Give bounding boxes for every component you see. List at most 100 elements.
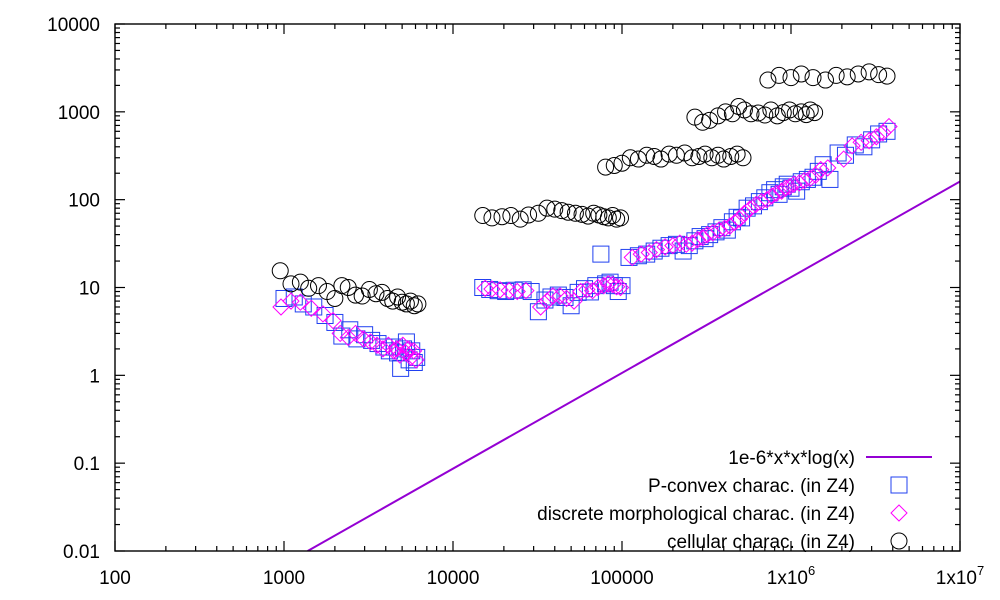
cellular-marker — [483, 209, 501, 227]
y-tick-label: 1 — [89, 366, 100, 387]
p-convex-marker — [505, 281, 523, 299]
cellular-marker — [860, 63, 878, 81]
morphological-marker — [476, 279, 494, 297]
cellular-marker — [573, 205, 591, 223]
morphological-marker — [324, 311, 342, 330]
cellular-marker — [566, 204, 584, 222]
cellular-marker — [605, 156, 623, 174]
cellular-marker — [405, 297, 423, 315]
cellular-marker — [749, 104, 767, 122]
morphological-marker — [632, 245, 650, 263]
p-convex-marker — [821, 170, 839, 188]
cellular-marker — [291, 273, 309, 291]
p-convex-marker — [405, 353, 423, 371]
morphological-marker — [538, 292, 556, 310]
morphological-marker — [772, 182, 791, 200]
morphological-marker — [647, 240, 666, 259]
morphological-marker — [578, 280, 596, 299]
cellular-marker — [722, 148, 740, 166]
morphological-marker — [671, 234, 689, 252]
cellular-marker — [849, 65, 867, 83]
cellular-marker — [792, 65, 810, 83]
morphological-marker — [508, 282, 526, 301]
cellular-marker — [384, 292, 402, 310]
cellular-marker — [838, 68, 856, 86]
morphological-marker — [531, 298, 550, 316]
cellular-marker — [613, 154, 631, 172]
cellular-marker — [709, 107, 727, 125]
legend-label: discrete morphological charac. (in Z4) — [537, 504, 855, 525]
x-tick-label: 100 — [99, 568, 131, 589]
legend-p-convex-marker — [890, 476, 908, 494]
cellular-marker — [728, 145, 746, 163]
morphological-marker — [483, 280, 501, 298]
morphological-marker — [785, 175, 803, 193]
fit-line — [307, 180, 960, 551]
morphological-marker — [500, 281, 518, 300]
legend-label: 1e-6*x*x*log(x) — [728, 448, 855, 469]
y-tick-label: 0.01 — [63, 542, 100, 563]
morphological-marker — [874, 123, 892, 142]
morphological-marker — [688, 231, 707, 249]
morphological-marker — [801, 169, 819, 188]
y-tick-label: 10 — [79, 279, 100, 300]
p-convex-marker — [474, 279, 492, 296]
cellular-marker — [599, 209, 617, 227]
y-tick-label: 0.1 — [74, 454, 100, 475]
morphological-marker — [374, 340, 392, 358]
cellular-marker — [353, 287, 371, 305]
morphological-marker — [589, 278, 607, 297]
plot-area — [271, 63, 960, 551]
cellular-marker — [715, 150, 733, 168]
cellular-marker — [326, 289, 344, 307]
p-convex-marker — [761, 184, 779, 202]
cellular-marker — [474, 207, 492, 225]
cellular-marker — [638, 146, 656, 164]
morphological-marker — [607, 278, 626, 296]
morphological-marker — [302, 299, 320, 317]
cellular-marker — [801, 101, 819, 119]
cellular-marker — [604, 207, 622, 225]
cellular-marker — [612, 209, 630, 227]
morphological-marker — [407, 351, 425, 369]
morphological-marker — [726, 213, 744, 232]
p-convex-marker — [723, 213, 741, 231]
morphological-marker — [843, 137, 861, 155]
legend-label: P-convex charac. (in Z4) — [648, 476, 855, 497]
cellular-marker — [701, 111, 719, 129]
morphological-marker — [664, 236, 682, 255]
cellular-marker — [827, 66, 845, 84]
legend-cellular-marker — [890, 532, 908, 550]
morphological-marker — [880, 117, 898, 136]
p-convex-marker — [733, 209, 751, 227]
cellular-marker — [397, 295, 415, 313]
cellular-marker — [717, 103, 735, 121]
cellular-marker — [806, 104, 824, 122]
cellular-marker — [645, 148, 663, 166]
p-convex-marker — [707, 223, 725, 241]
x-tick-label: 10000 — [427, 568, 480, 589]
morphological-marker — [551, 287, 569, 305]
cellular-marker — [511, 210, 529, 228]
x-tick-label: 100000 — [590, 568, 653, 589]
p-convex-marker — [529, 303, 547, 321]
cellular-marker — [520, 206, 538, 224]
p-convex-marker — [667, 235, 685, 253]
morphological-marker — [595, 276, 613, 295]
p-convex-marker — [788, 182, 806, 200]
cellular-marker — [870, 66, 888, 84]
morphological-marker — [491, 281, 509, 299]
morphological-marker — [623, 248, 641, 267]
cellular-marker — [730, 98, 748, 116]
morphological-marker — [517, 281, 535, 300]
morphological-marker — [396, 344, 415, 362]
p-convex-marker — [294, 295, 312, 313]
cellular-marker — [782, 69, 800, 87]
morphological-marker — [735, 204, 754, 222]
p-convex-marker — [696, 230, 714, 248]
morphological-marker — [656, 238, 674, 256]
cellular-marker — [762, 101, 780, 119]
p-convex-marker — [356, 326, 374, 344]
cellular-marker — [559, 203, 577, 221]
morphological-marker — [834, 150, 853, 168]
